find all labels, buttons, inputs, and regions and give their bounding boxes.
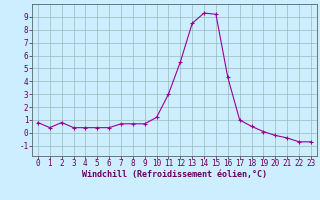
X-axis label: Windchill (Refroidissement éolien,°C): Windchill (Refroidissement éolien,°C) <box>82 170 267 179</box>
